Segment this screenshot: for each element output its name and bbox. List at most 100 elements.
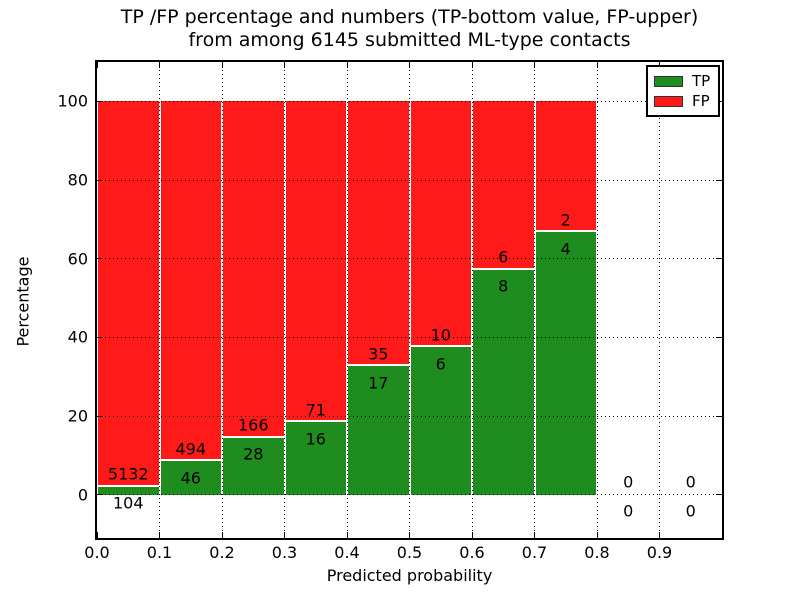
- x-tick: [659, 532, 660, 538]
- y-tick: [97, 258, 103, 260]
- bar-segment-tp: [535, 232, 596, 495]
- bar-segment-tp: [160, 461, 221, 495]
- bar-segment-fp: [98, 101, 159, 485]
- tp-count-label: 16: [305, 429, 326, 449]
- bar-segment-fp: [535, 101, 596, 231]
- y-tick: [716, 336, 722, 338]
- x-tick: [596, 532, 598, 538]
- x-tick: [409, 532, 410, 538]
- y-tick-label: 80: [67, 170, 88, 190]
- tp-count-label: 28: [243, 444, 264, 464]
- x-tick: [159, 532, 160, 538]
- y-tick-label: 40: [67, 327, 88, 347]
- y-tick: [716, 415, 722, 417]
- x-tick-label: 0.6: [459, 543, 485, 562]
- legend: TP FP: [646, 65, 720, 117]
- y-tick-label: 60: [67, 249, 88, 269]
- legend-item-tp: TP: [654, 71, 718, 91]
- x-tick: [284, 532, 285, 538]
- x-gridline: [221, 62, 223, 538]
- x-tick-label: 0.2: [209, 543, 235, 562]
- y-tick: [97, 494, 103, 496]
- fp-swatch-icon: [654, 95, 683, 107]
- x-tick: [534, 532, 535, 538]
- x-gridline: [409, 62, 410, 538]
- tp-count-label: 4: [560, 239, 571, 259]
- x-tick-label: 0.0: [84, 543, 110, 562]
- x-tick: [284, 62, 285, 68]
- bar-segment-fp: [160, 101, 221, 460]
- y-tick: [716, 494, 722, 496]
- bar-segment-tp: [223, 437, 284, 495]
- bar-segment-fp: [410, 101, 471, 346]
- x-gridline: [534, 62, 535, 538]
- x-gridline: [346, 62, 348, 538]
- x-tick: [409, 62, 410, 68]
- bar-segment-tp: [348, 366, 409, 495]
- plot-area: TP FP 5132 104 494 46 166 28 71 16 35 17 10 6 6 8 2 4 0 0…: [95, 60, 724, 540]
- y-axis-label: Percentage: [13, 256, 33, 347]
- bar-segment-tp: [285, 422, 346, 495]
- fp-count-label: 494: [175, 439, 207, 459]
- y-tick-label: 100: [57, 91, 88, 111]
- legend-item-fp: FP: [654, 91, 718, 111]
- x-tick-label: 0.1: [146, 543, 173, 562]
- x-tick-label: 0.7: [521, 543, 548, 562]
- y-tick: [716, 179, 722, 181]
- x-tick-label: 0.9: [646, 543, 673, 562]
- x-tick-label: 0.4: [334, 543, 360, 562]
- chart-title: TP /FP percentage and numbers (TP-bottom…: [97, 6, 722, 52]
- chart-title-line2: from among 6145 submitted ML-type contac…: [188, 29, 631, 51]
- y-tick: [716, 258, 722, 260]
- x-tick: [471, 532, 473, 538]
- x-tick: [159, 62, 160, 68]
- tp-count-label: 6: [435, 354, 446, 374]
- x-tick: [96, 532, 98, 538]
- y-tick-label: 20: [67, 406, 88, 426]
- bar-segment-fp: [348, 101, 409, 365]
- fp-count-label: 35: [368, 344, 389, 364]
- x-gridline: [659, 62, 660, 538]
- bar-segment-tp: [410, 347, 471, 495]
- y-tick: [97, 179, 103, 181]
- y-tick: [97, 100, 103, 102]
- x-tick: [221, 532, 223, 538]
- fp-count-label: 71: [305, 400, 326, 420]
- fp-count-label: 0: [623, 472, 634, 492]
- fp-count-label: 0: [685, 472, 696, 492]
- legend-label-fp: FP: [692, 91, 710, 110]
- x-tick: [346, 532, 348, 538]
- tp-count-label: 17: [368, 373, 389, 393]
- x-gridline: [159, 62, 160, 538]
- x-tick: [471, 62, 473, 68]
- x-gridline: [471, 62, 473, 538]
- tp-count-label: 46: [180, 468, 201, 488]
- fp-count-label: 166: [237, 415, 269, 435]
- x-gridline: [596, 62, 598, 538]
- fp-count-label: 2: [560, 210, 571, 230]
- bar-segment-tp: [98, 486, 159, 495]
- x-tick-label: 0.5: [396, 543, 423, 562]
- x-tick: [346, 62, 348, 68]
- tp-count-label: 104: [112, 493, 144, 513]
- fp-count-label: 5132: [107, 464, 149, 484]
- legend-label-tp: TP: [692, 71, 711, 90]
- x-gridline: [284, 62, 285, 538]
- bar-segment-tp: [473, 269, 534, 495]
- bar-segment-fp: [285, 101, 346, 421]
- bar-segment-fp: [473, 101, 534, 268]
- y-tick: [97, 415, 103, 417]
- x-axis-label: Predicted probability: [326, 566, 493, 585]
- tp-swatch-icon: [654, 75, 683, 87]
- bar-segment-fp: [223, 101, 284, 436]
- x-tick-label: 0.3: [271, 543, 298, 562]
- x-tick: [96, 62, 98, 68]
- chart-title-line1: TP /FP percentage and numbers (TP-bottom…: [120, 6, 699, 28]
- tp-count-label: 8: [498, 276, 509, 296]
- fp-count-label: 10: [430, 325, 451, 345]
- tp-count-label: 0: [685, 501, 696, 521]
- x-tick-label: 0.8: [584, 543, 610, 562]
- y-tick: [97, 336, 103, 338]
- y-tick-label: 0: [77, 485, 88, 505]
